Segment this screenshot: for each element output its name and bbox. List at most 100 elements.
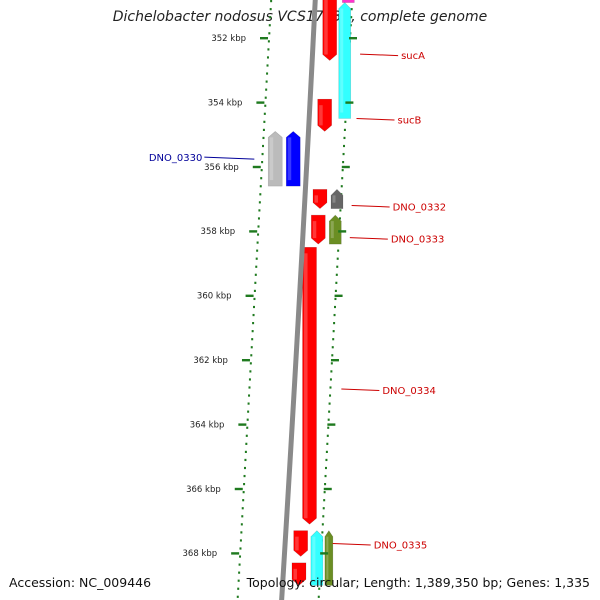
major-tick-left bbox=[260, 37, 268, 40]
tick-dot bbox=[256, 249, 259, 252]
major-tick-right bbox=[323, 487, 332, 491]
tick-dot bbox=[343, 128, 346, 131]
tick-dot bbox=[240, 523, 243, 526]
tick-dot bbox=[238, 571, 241, 574]
tick-dot bbox=[328, 410, 331, 413]
tick-dot bbox=[252, 322, 255, 325]
tick-dot bbox=[328, 402, 331, 405]
tick-dot bbox=[244, 458, 247, 462]
tick-label: 364 kbp bbox=[190, 420, 225, 430]
tick-dot bbox=[341, 177, 344, 180]
major-tick-right bbox=[327, 423, 336, 426]
tick-dot bbox=[333, 313, 336, 317]
tick-label: 368 kbp bbox=[183, 549, 218, 559]
tick-dot bbox=[243, 483, 246, 486]
tick-label: 354 kbp bbox=[208, 98, 243, 108]
tick-dot bbox=[342, 152, 345, 156]
gene-label-dno_0332: DNO_0332 bbox=[393, 202, 447, 213]
tick-dot bbox=[243, 466, 246, 470]
tick-label: 356 kbp bbox=[204, 163, 239, 173]
tick-dot bbox=[336, 257, 339, 260]
tick-dot bbox=[318, 587, 321, 590]
tick-dot bbox=[261, 152, 264, 156]
tick-dot bbox=[251, 330, 254, 333]
major-tick-left bbox=[238, 423, 247, 426]
label-leader-line bbox=[204, 156, 255, 160]
tick-dot bbox=[259, 193, 262, 196]
tick-dot bbox=[260, 169, 263, 172]
gene-arrow bbox=[293, 530, 308, 557]
label-leader-line bbox=[341, 388, 380, 391]
gene-arrow bbox=[310, 530, 324, 586]
tick-dot bbox=[257, 225, 260, 228]
gene-label-dno_0335: DNO_0335 bbox=[374, 541, 428, 552]
tick-dot bbox=[254, 273, 257, 276]
tick-dot bbox=[267, 48, 270, 51]
tick-dot bbox=[327, 418, 330, 421]
major-tick-left bbox=[252, 165, 261, 169]
tick-dot bbox=[331, 346, 334, 349]
tick-dot bbox=[255, 257, 258, 260]
tick-dot bbox=[323, 499, 326, 502]
gene-arrow bbox=[291, 562, 307, 586]
gene-highlight bbox=[304, 253, 308, 519]
tick-dot bbox=[245, 442, 248, 445]
tick-dot bbox=[268, 24, 271, 27]
tick-dot bbox=[240, 531, 243, 534]
tick-dot bbox=[324, 474, 327, 478]
tick-dot bbox=[342, 161, 345, 164]
gene-label-dno_0334: DNO_0334 bbox=[382, 386, 436, 397]
tick-dot bbox=[326, 442, 329, 445]
tick-dot bbox=[323, 491, 326, 494]
gene-highlight bbox=[312, 536, 316, 580]
tick-dot bbox=[330, 362, 333, 365]
gene-highlight bbox=[312, 221, 317, 239]
tick-dot bbox=[332, 338, 335, 341]
major-tick-left bbox=[241, 359, 250, 362]
tick-dot bbox=[324, 466, 327, 470]
tick-dot bbox=[237, 579, 240, 582]
gene-highlight bbox=[293, 568, 297, 580]
tick-dot bbox=[257, 217, 260, 220]
tick-dot bbox=[257, 233, 260, 236]
tick-dot bbox=[344, 120, 347, 123]
tick-dot bbox=[261, 161, 264, 164]
tick-dot bbox=[248, 386, 251, 389]
tick-dot bbox=[334, 289, 337, 292]
tick-dot bbox=[245, 434, 248, 437]
label-leader-line bbox=[356, 118, 395, 121]
tick-dot bbox=[246, 418, 249, 421]
tick-dot bbox=[253, 289, 256, 292]
tick-dot bbox=[252, 313, 255, 317]
major-tick-left bbox=[245, 294, 254, 297]
gene-highlight bbox=[330, 221, 334, 239]
gene-arrow bbox=[330, 188, 344, 209]
tick-dot bbox=[247, 410, 250, 413]
gene-label-dno_0330: DNO_0330 bbox=[149, 153, 203, 164]
major-tick-right bbox=[334, 294, 343, 297]
tick-dot bbox=[237, 587, 240, 590]
tick-dot bbox=[238, 563, 241, 566]
tick-dot bbox=[338, 217, 341, 220]
gene-highlight bbox=[269, 137, 274, 181]
tick-dot bbox=[252, 305, 255, 309]
tick-dot bbox=[249, 370, 252, 373]
gene-arrow bbox=[285, 130, 301, 187]
tick-dot bbox=[333, 305, 336, 309]
gene-arrow bbox=[324, 530, 334, 586]
tick-dot bbox=[236, 595, 239, 598]
tick-dot bbox=[239, 547, 242, 550]
tick-dot bbox=[324, 483, 327, 486]
tick-dot bbox=[321, 523, 324, 526]
tick-dot bbox=[265, 80, 268, 83]
tick-dot bbox=[259, 185, 262, 188]
major-tick-right bbox=[330, 359, 339, 362]
gene-arrow bbox=[312, 189, 328, 210]
tick-dot bbox=[264, 104, 267, 107]
tick-dot bbox=[317, 595, 320, 598]
tick-label: 366 kbp bbox=[186, 485, 221, 495]
gene-label-sucb: sucB bbox=[397, 116, 421, 127]
tick-dot bbox=[266, 64, 269, 67]
tick-dot bbox=[250, 346, 253, 349]
